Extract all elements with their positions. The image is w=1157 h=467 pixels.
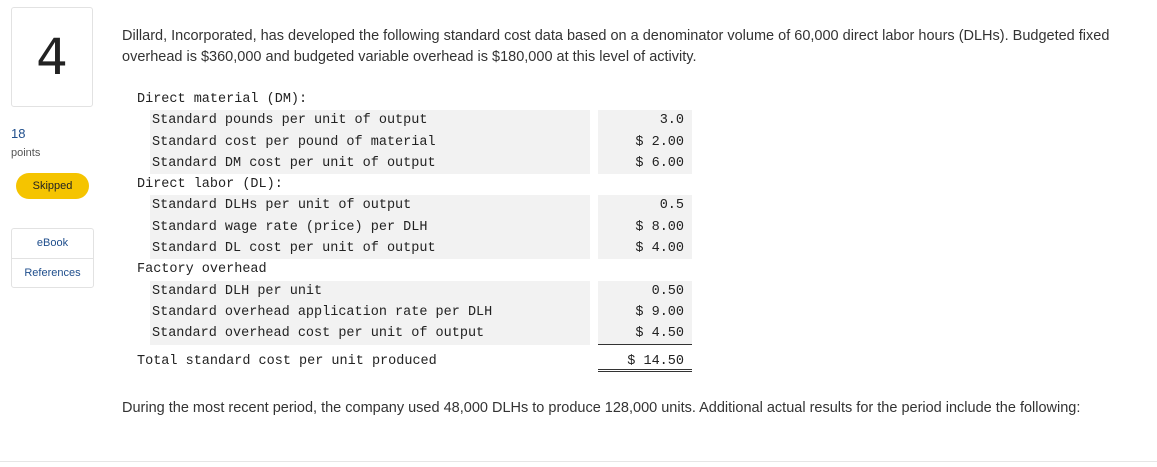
row-label: Standard pounds per unit of output: [150, 110, 590, 132]
table-row: Standard overhead cost per unit of outpu…: [135, 323, 695, 345]
row-value: 0.5: [598, 195, 692, 217]
row-label: Standard DLHs per unit of output: [150, 195, 590, 217]
status-badge: Skipped: [16, 173, 89, 199]
table-row: Standard overhead application rate per D…: [135, 301, 695, 324]
row-label: Standard wage rate (price) per DLH: [150, 216, 590, 239]
table-row: Standard DL cost per unit of output $ 4.…: [135, 238, 695, 260]
question-sidebar: 4 18 points Skipped eBook References: [0, 0, 100, 467]
table-row: Standard cost per pound of material $ 2.…: [135, 131, 695, 153]
row-value: 3.0: [598, 110, 692, 132]
dm-header: Direct material (DM):: [137, 92, 308, 107]
row-label: Standard DL cost per unit of output: [150, 238, 590, 260]
row-label: Standard cost per pound of material: [150, 131, 590, 153]
row-value: $ 2.00: [598, 131, 692, 153]
resource-links: eBook References: [11, 228, 94, 288]
standard-cost-table: Direct material (DM): Standard pounds pe…: [135, 89, 695, 372]
dm-header-row: Direct material (DM):: [135, 89, 695, 110]
total-row: Total standard cost per unit produced $ …: [135, 351, 695, 372]
dl-header: Direct labor (DL):: [137, 177, 283, 193]
points-value: 18: [11, 126, 26, 141]
row-value: 0.50: [598, 280, 692, 302]
row-label: Standard overhead cost per unit of outpu…: [150, 323, 590, 345]
resource-divider: [12, 258, 93, 259]
row-label: Standard overhead application rate per D…: [150, 301, 590, 324]
table-row: Standard DLHs per unit of output 0.5: [135, 195, 695, 217]
dl-header-row: Direct labor (DL):: [135, 174, 695, 195]
row-label: Standard DLH per unit: [150, 280, 590, 302]
total-value: $ 14.50: [598, 351, 692, 372]
total-label: Total standard cost per unit produced: [137, 353, 437, 369]
row-value: $ 6.00: [598, 152, 692, 175]
row-value: $ 8.00: [598, 216, 692, 239]
references-link[interactable]: References: [24, 267, 81, 279]
question-intro: Dillard, Incorporated, has developed the…: [122, 28, 1110, 65]
ebook-link[interactable]: eBook: [36, 237, 69, 249]
row-value: $ 4.00: [598, 238, 692, 260]
table-row: Standard DM cost per unit of output $ 6.…: [135, 152, 695, 175]
row-label: Standard DM cost per unit of output: [150, 152, 590, 175]
points-label: points: [11, 147, 41, 159]
question-follow-up: During the most recent period, the compa…: [122, 400, 1081, 416]
bottom-divider: [0, 461, 1157, 462]
table-row: Standard wage rate (price) per DLH $ 8.0…: [135, 216, 695, 239]
table-row: Standard pounds per unit of output 3.0: [135, 110, 695, 132]
oh-header-row: Factory overhead: [135, 259, 695, 280]
table-row: Standard DLH per unit 0.50: [135, 280, 695, 302]
row-value: $ 9.00: [598, 301, 692, 324]
oh-header: Factory overhead: [137, 262, 267, 278]
question-number: 4: [11, 7, 93, 107]
row-value: $ 4.50: [598, 323, 692, 345]
